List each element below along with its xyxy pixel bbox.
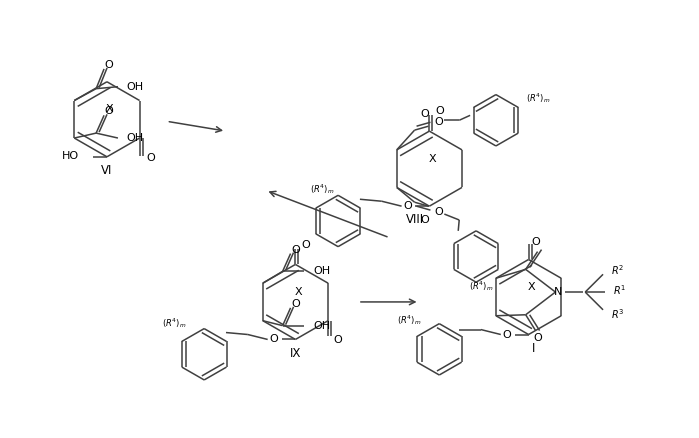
Text: O: O bbox=[269, 335, 278, 344]
Text: O: O bbox=[503, 329, 511, 339]
Text: I: I bbox=[532, 342, 535, 355]
Text: $R^1$: $R^1$ bbox=[613, 283, 626, 297]
Text: O: O bbox=[291, 244, 300, 254]
Text: O: O bbox=[105, 60, 113, 70]
Text: N: N bbox=[554, 287, 563, 297]
Text: X: X bbox=[428, 154, 436, 164]
Text: O: O bbox=[533, 333, 542, 343]
Text: O: O bbox=[531, 237, 540, 247]
Text: O: O bbox=[434, 207, 442, 217]
Text: O: O bbox=[301, 240, 310, 250]
Text: IX: IX bbox=[290, 347, 301, 360]
Text: VIII: VIII bbox=[405, 213, 424, 226]
Text: X: X bbox=[106, 104, 114, 114]
Text: HO: HO bbox=[62, 151, 79, 161]
Text: $(R^4)_m$: $(R^4)_m$ bbox=[162, 316, 187, 330]
Text: O: O bbox=[333, 336, 343, 346]
Text: $(R^4)_m$: $(R^4)_m$ bbox=[526, 92, 550, 106]
Text: $(R^4)_m$: $(R^4)_m$ bbox=[469, 279, 493, 293]
Text: O: O bbox=[146, 153, 155, 163]
Text: O: O bbox=[403, 201, 412, 211]
Text: O: O bbox=[434, 117, 442, 127]
Text: $(R^4)_m$: $(R^4)_m$ bbox=[397, 313, 421, 327]
Text: O: O bbox=[435, 106, 444, 117]
Text: OH: OH bbox=[127, 133, 144, 143]
Text: VI: VI bbox=[101, 164, 113, 177]
Text: OH: OH bbox=[313, 266, 331, 276]
Text: OH: OH bbox=[127, 82, 144, 92]
Text: $R^2$: $R^2$ bbox=[611, 263, 624, 277]
Text: $R^3$: $R^3$ bbox=[611, 307, 624, 321]
Text: O: O bbox=[420, 215, 429, 225]
Text: $(R^4)_m$: $(R^4)_m$ bbox=[310, 183, 334, 196]
Text: OH: OH bbox=[313, 321, 331, 331]
Text: X: X bbox=[294, 287, 302, 297]
Text: O: O bbox=[291, 299, 300, 309]
Text: O: O bbox=[105, 106, 113, 117]
Text: X: X bbox=[528, 282, 535, 292]
Text: O: O bbox=[420, 110, 429, 119]
